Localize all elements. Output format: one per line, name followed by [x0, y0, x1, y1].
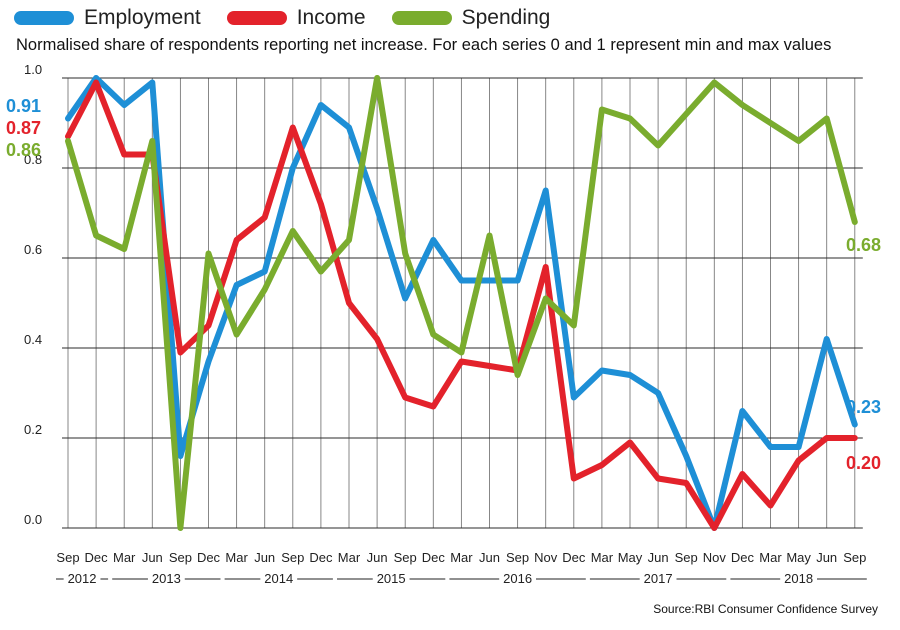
year-label: 2015 — [377, 571, 406, 586]
y-tick-label: 0.2 — [24, 422, 42, 437]
x-tick-label: Dec — [309, 550, 333, 565]
series-line-employment — [65, 75, 858, 531]
x-tick-label: Sep — [56, 550, 79, 565]
x-tick-label: Nov — [534, 550, 558, 565]
x-tick-label: Jun — [648, 550, 669, 565]
x-tick-label: Sep — [675, 550, 698, 565]
start-value-label: 0.91 — [6, 96, 41, 116]
y-tick-label: 1.0 — [24, 62, 42, 77]
x-tick-label: Jun — [254, 550, 275, 565]
legend-item-income: Income — [226, 6, 366, 30]
end-value-label: 0.23 — [846, 397, 881, 417]
x-tick-label: Mar — [225, 550, 248, 565]
x-tick-label: Sep — [281, 550, 304, 565]
y-tick-label: 0.6 — [24, 242, 42, 257]
y-tick-label: 0.8 — [24, 152, 42, 167]
year-label: 2013 — [152, 571, 181, 586]
year-label: 2014 — [264, 571, 293, 586]
year-label: 2017 — [644, 571, 673, 586]
legend-swatch-employment — [14, 11, 74, 25]
legend-label-spending: Spending — [461, 6, 551, 29]
x-tick-label: May — [786, 550, 811, 565]
x-tick-label: Jun — [142, 550, 163, 565]
x-tick-label: Sep — [394, 550, 417, 565]
x-tick-label: Dec — [562, 550, 586, 565]
chart-subtitle: Normalised share of respondents reportin… — [16, 36, 832, 54]
legend-item-employment: Employment — [14, 6, 201, 30]
end-value-label: 0.68 — [846, 235, 881, 255]
y-tick-label: 0.0 — [24, 512, 42, 527]
y-tick-label: 0.4 — [24, 332, 42, 347]
year-label: 2018 — [784, 571, 813, 586]
year-label: 2012 — [68, 571, 97, 586]
x-tick-label: Mar — [450, 550, 473, 565]
legend-item-spending: Spending — [391, 6, 551, 30]
x-tick-label: Dec — [731, 550, 755, 565]
x-tick-label: Mar — [591, 550, 614, 565]
legend-swatch-income — [226, 11, 287, 25]
x-tick-label: Nov — [703, 550, 727, 565]
start-value-label: 0.86 — [6, 140, 41, 160]
x-tick-label: Sep — [843, 550, 866, 565]
x-tick-label: Jun — [479, 550, 500, 565]
x-tick-label: Mar — [338, 550, 361, 565]
legend-label-income: Income — [296, 6, 366, 29]
x-tick-label: Mar — [759, 550, 782, 565]
source-note: Source:RBI Consumer Confidence Survey — [653, 602, 878, 616]
x-tick-label: Sep — [506, 550, 529, 565]
series-line-spending — [65, 75, 858, 531]
x-tick-label: Jun — [367, 550, 388, 565]
year-label: 2016 — [503, 571, 532, 586]
chart-legend: Employment Income Spending — [14, 4, 550, 32]
x-tick-label: Sep — [169, 550, 192, 565]
start-value-label: 0.87 — [6, 118, 41, 138]
end-value-label: 0.20 — [846, 453, 881, 473]
x-tick-label: Dec — [422, 550, 446, 565]
x-tick-label: May — [618, 550, 643, 565]
x-tick-label: Jun — [816, 550, 837, 565]
x-tick-label: Dec — [197, 550, 221, 565]
legend-label-employment: Employment — [84, 6, 201, 29]
x-tick-label: Mar — [113, 550, 136, 565]
legend-swatch-spending — [391, 11, 452, 25]
x-tick-label: Dec — [85, 550, 109, 565]
